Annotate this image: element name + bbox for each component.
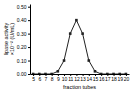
chart: 5678910111213141516171819200.000.100.200… — [0, 0, 133, 91]
x-tick-label: 8 — [51, 76, 54, 82]
x-tick: 9 — [57, 74, 60, 82]
y-tick: 0.10 — [17, 58, 30, 64]
y-tick-mark — [28, 47, 30, 48]
x-axis-title: fraction tubes — [63, 84, 96, 90]
x-tick: 17 — [105, 74, 111, 82]
x-tick: 10 — [62, 74, 68, 82]
x-tick-label: 7 — [45, 76, 48, 82]
y-tick-label: 0.50 — [17, 4, 27, 10]
y-tick-mark — [28, 20, 30, 21]
x-tick-label: 15 — [93, 76, 99, 82]
plot: 5678910111213141516171819200.000.100.200… — [17, 4, 130, 82]
x-tick: 6 — [38, 74, 41, 82]
point — [94, 70, 97, 73]
x-tick-label: 11 — [68, 76, 73, 82]
x-tick: 19 — [117, 74, 123, 82]
y-tick: 0.50 — [17, 4, 30, 10]
x-tick: 15 — [93, 74, 99, 82]
point — [32, 73, 35, 74]
y-axis-title-line: ×10⁻² (U/mL) — [9, 23, 15, 56]
x-tick: 13 — [80, 74, 86, 82]
x-tick-label: 13 — [80, 76, 86, 82]
y-tick-mark — [28, 74, 30, 75]
x-tick-label: 17 — [105, 76, 111, 82]
point — [100, 73, 103, 74]
y-tick-label: 0.10 — [17, 58, 27, 64]
y-axis-title-line: lipase activity — [3, 22, 9, 55]
x-tick-label: 14 — [87, 76, 93, 82]
point — [63, 59, 66, 62]
point — [69, 32, 72, 35]
point — [118, 73, 121, 74]
x-tick-label: 10 — [62, 76, 68, 82]
point — [50, 73, 53, 74]
x-tick: 16 — [99, 74, 105, 82]
point — [81, 32, 84, 35]
x-tick-label: 18 — [111, 76, 117, 82]
y-axis-line — [30, 5, 31, 75]
x-tick-label: 16 — [99, 76, 105, 82]
x-tick-label: 19 — [117, 76, 123, 82]
y-tick-label: 0.20 — [17, 44, 27, 50]
point — [44, 73, 47, 74]
x-tick-label: 12 — [74, 76, 80, 82]
y-tick-mark — [28, 7, 30, 8]
x-tick: 18 — [111, 74, 117, 82]
point — [125, 73, 128, 74]
x-tick: 12 — [74, 74, 80, 82]
x-tick-label: 20 — [124, 76, 130, 82]
y-axis-title: lipase activity×10⁻² (U/mL) — [3, 22, 16, 55]
point — [57, 70, 60, 73]
y-tick: 0.40 — [17, 17, 30, 23]
point — [38, 73, 41, 74]
y-tick: 0.30 — [17, 31, 30, 37]
x-tick: 8 — [51, 74, 54, 82]
x-axis-line — [31, 74, 130, 75]
y-axis: 0.00 0.10 0.20 0.30 0.40 0.50 — [17, 4, 31, 77]
y-tick-mark — [28, 61, 30, 62]
x-tick: 11 — [68, 74, 73, 82]
x-tick: 20 — [124, 74, 130, 82]
y-tick: 0.00 — [17, 71, 30, 77]
x-tick: 5 — [32, 74, 35, 82]
marks — [32, 19, 127, 74]
y-tick-label: 0.00 — [17, 71, 27, 77]
y-tick-label: 0.40 — [17, 17, 27, 23]
x-tick-label: 9 — [57, 76, 60, 82]
x-tick: 7 — [45, 74, 48, 82]
point — [75, 19, 78, 22]
point — [106, 73, 109, 74]
x-tick-label: 6 — [38, 76, 41, 82]
y-tick: 0.20 — [17, 44, 30, 50]
point — [112, 73, 115, 74]
point — [87, 59, 90, 62]
line — [33, 20, 126, 74]
x-tick-label: 5 — [32, 76, 35, 82]
x-axis: 567891011121314151617181920 — [31, 74, 130, 82]
x-tick: 14 — [87, 74, 93, 82]
y-tick-label: 0.30 — [17, 31, 27, 37]
y-tick-mark — [28, 34, 30, 35]
